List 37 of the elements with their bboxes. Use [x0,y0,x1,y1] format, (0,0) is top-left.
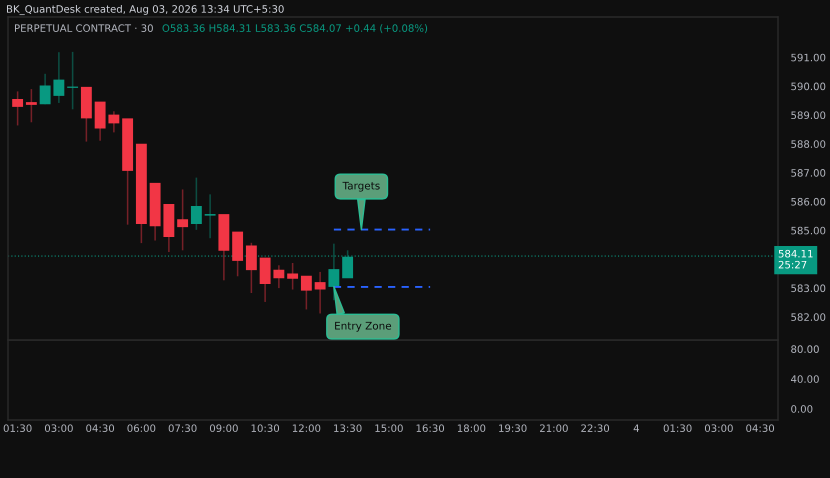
x-tick-label: 07:30 [168,424,197,432]
annotation: Targets [342,182,380,192]
y-tick-label: 583.00 [791,284,826,292]
y-tick-label: 590.00 [791,82,826,90]
y-tick-label: 591.00 [791,54,826,62]
text: PERPETUAL CONTRACT · 30 [14,24,153,32]
x-tick-label: 10:30 [252,424,280,432]
y-tick-label: 588.00 [791,140,826,148]
x-tick-label: 13:30 [334,424,362,432]
x-tick-label: 21:00 [540,424,568,432]
x-tick-label: 12:00 [292,424,320,432]
x-tick-label: 03:00 [44,424,73,432]
annotation: Entry Zone [335,322,392,332]
x-tick-label: 19:30 [499,424,527,432]
y-tick-label: 587.00 [791,169,826,177]
x-tick-label: 4 [634,424,640,432]
x-tick-label: 16:30 [416,424,444,432]
x-tick-label: 09:00 [210,424,238,432]
y-tick-label: 40.00 [790,375,819,383]
y-tick-label: 589.00 [791,111,826,120]
y-tick-label: 585.00 [791,226,826,234]
y-tick-label: 0.00 [791,405,812,413]
x-tick-label: 22:30 [581,424,610,432]
y-tick-label: 586.00 [791,198,826,206]
x-tick-label: 18:00 [458,424,486,432]
x-tick-label: 03:00 [704,424,733,432]
chart-title: BK_QuantDesk created, Aug 03, 2026 13:34 UTC+5:30 [6,4,284,16]
x-tick-label: 15:00 [375,424,403,432]
annotation: O583.36 H584.31 L583.36 C584.07 +0.44 (+0.08%) [162,24,428,34]
x-tick-label: 04:30 [86,424,114,432]
x-tick-label: 06:00 [127,424,156,432]
x-tick-label: 01:30 [664,424,692,432]
ref-line-label: 584.11 25:27 [778,250,813,269]
x-tick-label: 04:30 [746,424,774,432]
y-tick-label: 80.00 [791,345,819,353]
x-tick-label: 01:30 [4,424,32,432]
y-tick-label: 582.00 [791,313,826,321]
